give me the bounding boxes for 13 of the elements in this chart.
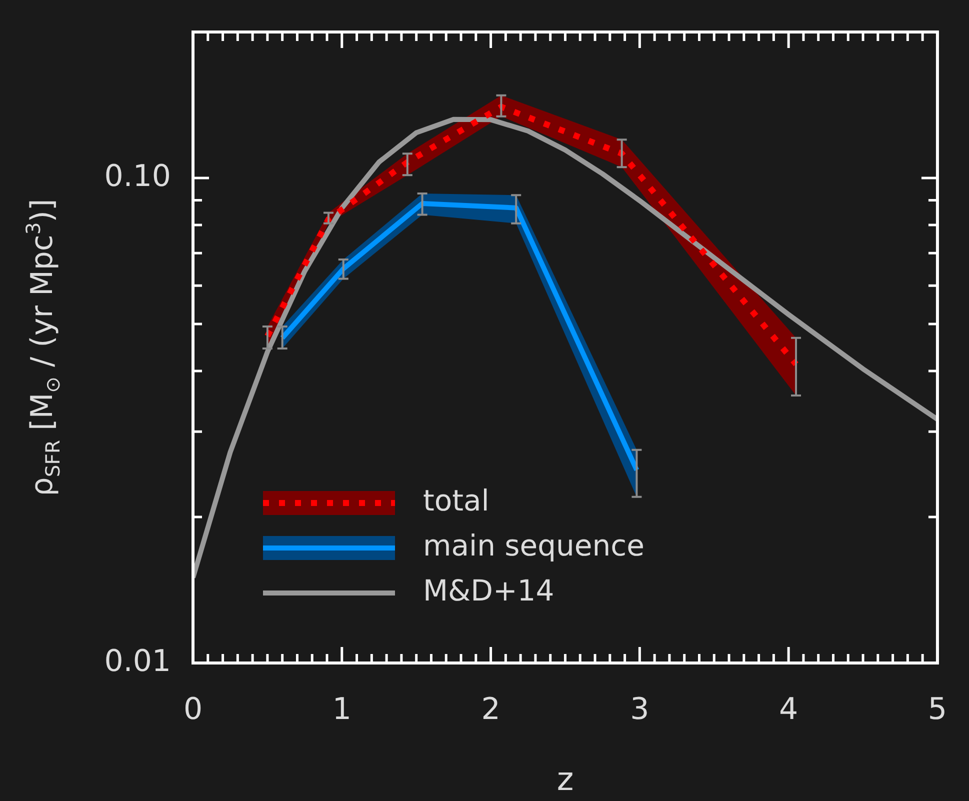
legend-label: main sequence xyxy=(423,528,644,563)
x-tick-label: 0 xyxy=(183,692,203,727)
x-axis-title: z xyxy=(556,760,574,798)
legend-label: total xyxy=(423,484,490,518)
x-tick-label: 3 xyxy=(630,692,650,727)
x-tick-label: 5 xyxy=(928,692,948,727)
y-tick-label: 0.10 xyxy=(104,158,171,194)
x-tick-label: 1 xyxy=(332,692,352,727)
y-tick-label: 0.01 xyxy=(104,644,171,679)
y-axis-title: ρSFR [M⊙ / (yr Mpc3)] xyxy=(22,198,64,496)
x-tick-label: 2 xyxy=(481,692,500,727)
x-tick-label: 4 xyxy=(779,692,798,727)
legend-label: M&D+14 xyxy=(423,574,554,608)
